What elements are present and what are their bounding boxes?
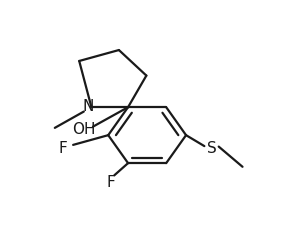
Text: F: F [107, 175, 116, 190]
Text: OH: OH [72, 122, 95, 137]
Text: N: N [82, 99, 93, 114]
Text: S: S [207, 141, 217, 156]
Text: F: F [58, 141, 67, 156]
